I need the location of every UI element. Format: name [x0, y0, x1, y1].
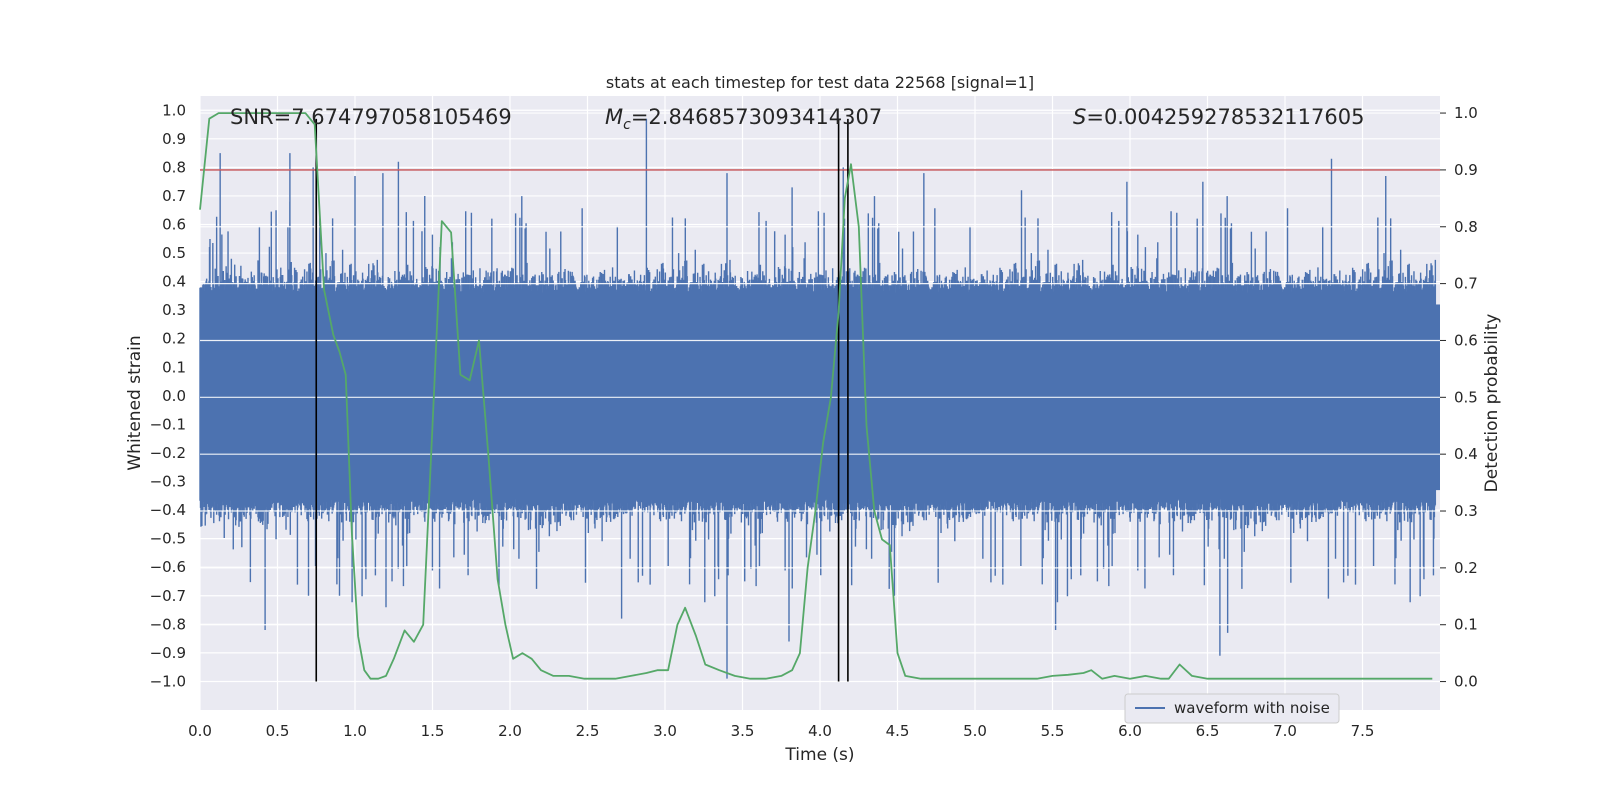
y-tick-label: −0.4 — [150, 501, 186, 519]
y-tick-label: 0.2 — [162, 330, 186, 348]
x-tick-label: 1.0 — [343, 722, 367, 740]
y-tick-label: 0.8 — [162, 158, 186, 176]
y-tick-label: −0.8 — [150, 615, 186, 633]
y-tick-label: 0.7 — [162, 187, 186, 205]
y2-axis-label: Detection probability — [1482, 314, 1502, 493]
y-tick-label: 0.5 — [162, 244, 186, 262]
x-tick-label: 2.5 — [576, 722, 600, 740]
y2-tick-label: 0.3 — [1454, 502, 1478, 520]
y-tick-label: −0.3 — [150, 473, 186, 491]
x-axis-label: Time (s) — [784, 745, 854, 765]
x-tick-label: 7.0 — [1273, 722, 1297, 740]
grid-overlay — [200, 112, 1440, 683]
y-tick-label: −0.5 — [150, 530, 186, 548]
y2-tick-label: 1.0 — [1454, 104, 1478, 122]
x-tick-label: 4.5 — [886, 722, 910, 740]
y2-tick-label: 0.7 — [1454, 275, 1478, 293]
annotations: SNR=7.674797058105469 Mc=2.8468573093414… — [230, 105, 1364, 133]
y2-tick-label: 0.4 — [1454, 445, 1478, 463]
y-tick-label: −0.9 — [150, 644, 186, 662]
y-tick-label: 0.0 — [162, 387, 186, 405]
x-tick-label: 0.0 — [188, 722, 212, 740]
y-tick-label: 0.3 — [162, 301, 186, 319]
x-tick-label: 3.5 — [731, 722, 755, 740]
x-tick-label: 6.0 — [1118, 722, 1142, 740]
y-axis-right: 0.0 0.1 0.2 0.3 0.4 0.5 0.6 0.7 0.8 0.9 1.0 — [1440, 104, 1478, 691]
y2-tick-label: 0.6 — [1454, 331, 1478, 349]
x-tick-label: 7.5 — [1351, 722, 1375, 740]
y2-tick-label: 0.8 — [1454, 218, 1478, 236]
legend-label: waveform with noise — [1174, 699, 1330, 717]
x-tick-label: 1.5 — [421, 722, 445, 740]
x-tick-label: 0.5 — [266, 722, 290, 740]
x-tick-label: 3.0 — [653, 722, 677, 740]
y-tick-label: −0.2 — [150, 444, 186, 462]
x-axis: 0.0 0.5 1.0 1.5 2.0 2.5 3.0 3.5 4.0 4.5 5.0 5.5 6.0 6… — [188, 722, 1374, 740]
y-tick-label: 1.0 — [162, 101, 186, 119]
y-tick-label: −0.6 — [150, 558, 186, 576]
y2-tick-label: 0.0 — [1454, 673, 1478, 691]
legend-box — [1124, 693, 1340, 724]
y-tick-label: 0.1 — [162, 358, 186, 376]
y-axis-label: Whitened strain — [125, 335, 145, 470]
y-tick-label: 0.6 — [162, 216, 186, 234]
y-tick-label: 0.9 — [162, 130, 186, 148]
x-tick-label: 6.5 — [1196, 722, 1220, 740]
y2-tick-label: 0.9 — [1454, 161, 1478, 179]
y-axis-left: −1.0 −0.9 −0.8 −0.7 −0.6 −0.5 −0.4 −0.3 −0.2 −0.1… — [150, 101, 186, 690]
y-tick-label: −0.1 — [150, 415, 186, 433]
x-tick-label: 5.0 — [963, 722, 987, 740]
probability-line — [199, 112, 1433, 680]
x-tick-label: 5.5 — [1041, 722, 1065, 740]
series-detection-probability — [199, 112, 1433, 680]
annotation-snr: SNR=7.674797058105469 — [230, 105, 512, 129]
y-tick-label: −0.7 — [150, 587, 186, 605]
y2-tick-label: 0.2 — [1454, 559, 1478, 577]
y-tick-label: 0.4 — [162, 273, 186, 291]
annotation-s: S=0.004259278532117605 — [1073, 105, 1364, 129]
y2-tick-label: 0.5 — [1454, 388, 1478, 406]
legend: waveform with noise — [1124, 693, 1340, 724]
chart-title: stats at each timestep for test data 225… — [606, 73, 1034, 92]
annotation-chirp-mass: Mc=2.8468573093414307 — [605, 105, 882, 133]
vertical-markers — [315, 118, 849, 682]
x-tick-label: 2.0 — [498, 722, 522, 740]
x-tick-label: 4.0 — [808, 722, 832, 740]
y-tick-label: −1.0 — [150, 672, 186, 690]
y2-tick-label: 0.1 — [1454, 616, 1478, 634]
